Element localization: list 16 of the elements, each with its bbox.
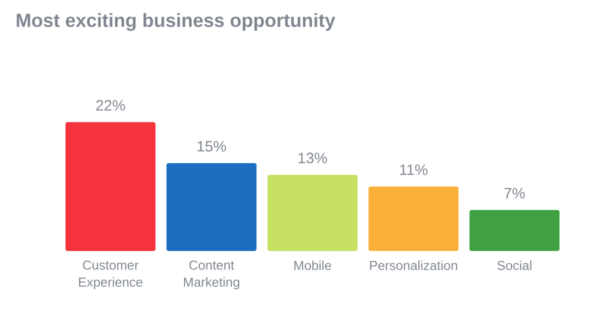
x-tick-label: Personalization bbox=[370, 260, 458, 270]
x-tick-label: Mobile bbox=[294, 260, 332, 270]
bar bbox=[166, 163, 257, 251]
data-label: 11% bbox=[400, 164, 428, 176]
data-label: 22% bbox=[96, 100, 125, 111]
data-label: 7% bbox=[504, 188, 525, 198]
data-label: 15% bbox=[198, 141, 226, 152]
bar bbox=[470, 210, 560, 251]
bar bbox=[368, 186, 459, 251]
x-tick-label: Social bbox=[497, 260, 532, 270]
data-label: 13% bbox=[298, 152, 327, 164]
bar bbox=[66, 122, 156, 251]
bar bbox=[268, 174, 358, 251]
chart-title: Most exciting business opportunity bbox=[16, 13, 336, 31]
x-tick-label: Customer Experience bbox=[79, 260, 142, 290]
x-tick-label: Content Marketing bbox=[184, 260, 240, 290]
